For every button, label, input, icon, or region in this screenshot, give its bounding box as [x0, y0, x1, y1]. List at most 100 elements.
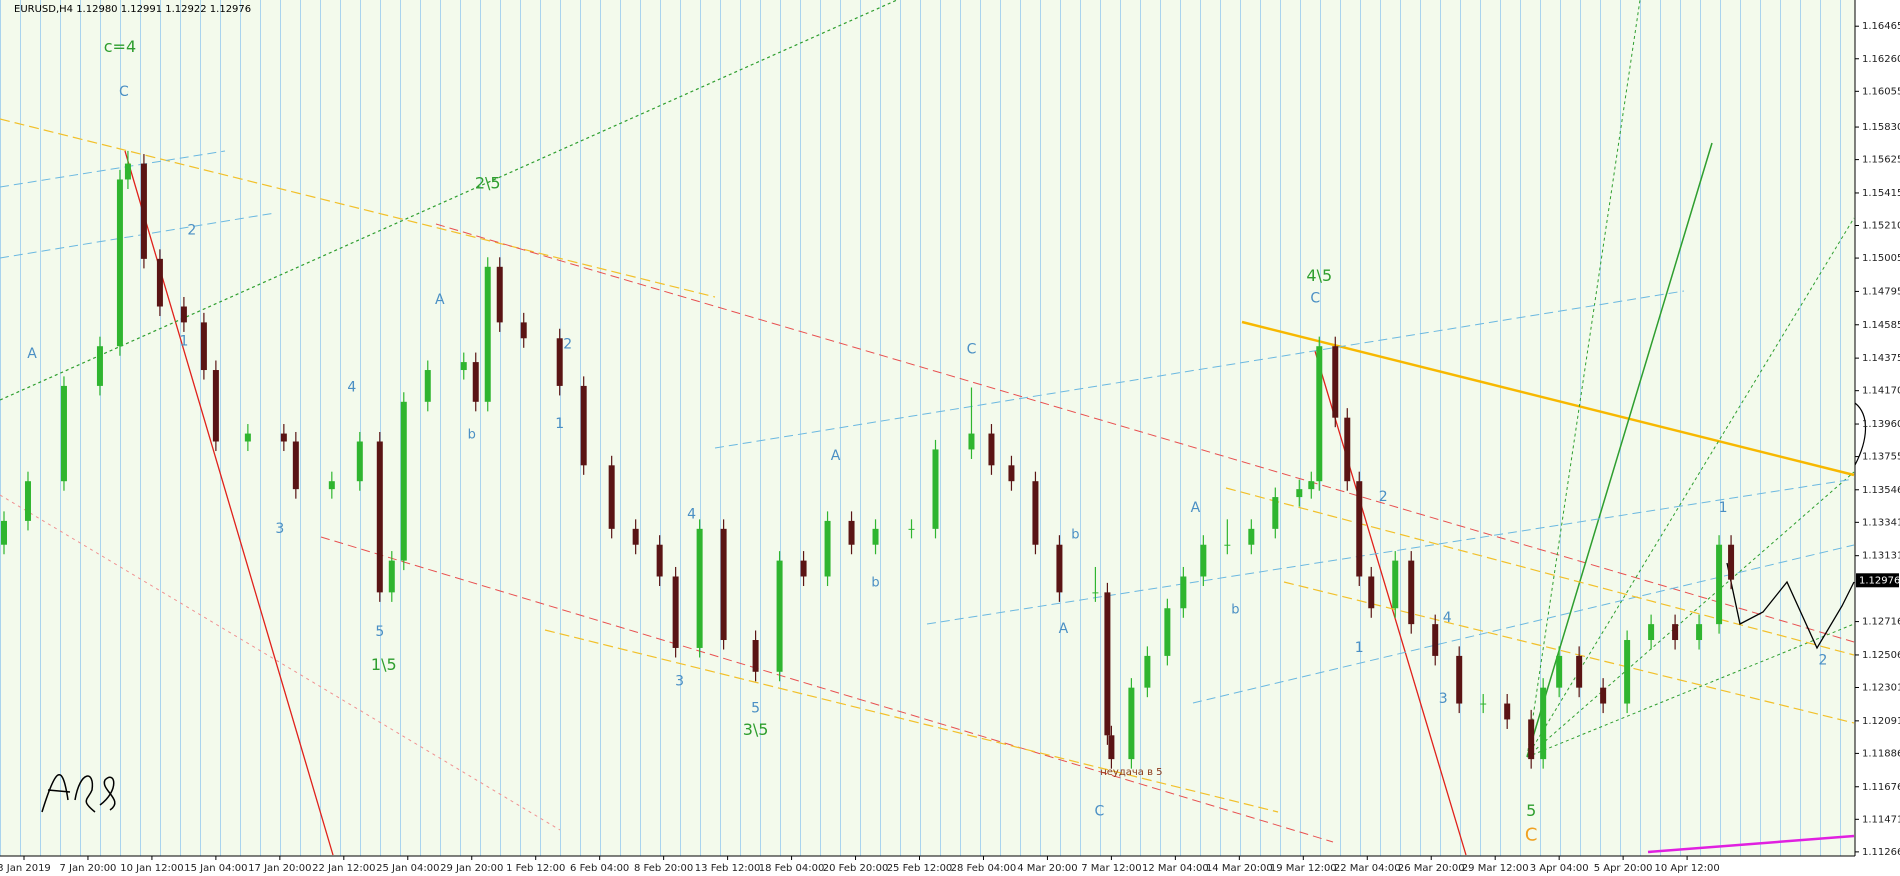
y-tick-label: 1.13755 [1862, 452, 1900, 463]
y-tick-label: 1.11886 [1862, 748, 1900, 759]
wave-label: 2 [187, 222, 196, 238]
candle-body [1696, 624, 1703, 641]
candle-body [932, 449, 939, 529]
x-tick-label: 15 Jan 04:00 [184, 863, 247, 874]
x-tick-label: 8 Feb 20:00 [634, 863, 693, 874]
x-tick-label: 7 Jan 20:00 [59, 863, 116, 874]
x-tick-label: 12 Mar 04:00 [1142, 863, 1209, 874]
x-tick-label: 22 Jan 12:00 [312, 863, 375, 874]
y-tick-label: 1.12301 [1862, 682, 1900, 693]
y-tick-label: 1.12506 [1862, 650, 1900, 661]
x-tick-label: 22 Mar 04:00 [1334, 863, 1401, 874]
candle-body [484, 266, 491, 402]
wave-label: 1 [1719, 500, 1728, 516]
wave-label: 3 [1439, 691, 1448, 707]
candle-body [848, 520, 855, 545]
candle-body [672, 576, 679, 648]
candle-body [632, 528, 639, 545]
wave-label: c=4 [104, 37, 136, 56]
x-tick-label: 29 Mar 12:00 [1462, 863, 1529, 874]
wave-label: b [1231, 602, 1239, 617]
candle-body [1296, 489, 1303, 498]
wave-label: 2 [1379, 489, 1388, 505]
candle-body [24, 481, 31, 521]
candle-body [388, 560, 395, 593]
wave-label: A [831, 448, 841, 464]
candle-body [200, 322, 207, 371]
x-tick-label: 5 Apr 20:00 [1594, 863, 1653, 874]
x-tick-label: 10 Jan 12:00 [120, 863, 183, 874]
x-tick-label: 14 Mar 20:00 [1206, 863, 1273, 874]
x-tick-label: 6 Feb 04:00 [570, 863, 629, 874]
candle-body [1180, 576, 1187, 609]
y-tick-label: 1.14585 [1862, 320, 1900, 331]
y-tick-label: 1.16260 [1862, 54, 1900, 65]
x-tick-label: 20 Feb 20:00 [823, 863, 889, 874]
wave-label: 2 [1819, 653, 1828, 669]
x-tick-label: 13 Feb 12:00 [695, 863, 761, 874]
wave-label: C [1095, 804, 1105, 820]
x-tick-label: 18 Feb 04:00 [759, 863, 825, 874]
wave-label: 1 [555, 416, 564, 432]
y-tick-label: 1.12091 [1862, 716, 1900, 727]
wave-label: A [435, 292, 445, 308]
candle-body [776, 560, 783, 672]
x-tick-label: 3 Jan 2019 [0, 863, 51, 874]
candle-body [1528, 719, 1535, 760]
candle-body [1332, 346, 1339, 418]
candle-body [1600, 687, 1607, 704]
wave-label: C [1310, 291, 1320, 307]
wave-label: 3 [675, 673, 684, 689]
wave-label: C [967, 341, 977, 357]
candle-body [520, 322, 527, 339]
x-tick-label: 25 Feb 12:00 [887, 863, 953, 874]
candle-body [116, 179, 123, 347]
candle-body [1728, 544, 1735, 580]
candle-body [180, 306, 187, 323]
candle-body [1672, 624, 1679, 641]
y-tick-label: 1.11471 [1862, 814, 1900, 825]
candle-body [580, 385, 587, 466]
candle-body [140, 163, 147, 259]
candle-body [280, 433, 287, 442]
candle-body [1224, 544, 1231, 546]
candle-body [1356, 481, 1363, 577]
candle-body [60, 385, 67, 482]
candle-body [156, 258, 163, 307]
candles [0, 150, 1735, 769]
candle-body [496, 266, 503, 323]
candle-body [1032, 481, 1039, 545]
wave-label: 1 [179, 333, 188, 349]
x-tick-label: 4 Mar 20:00 [1017, 863, 1077, 874]
y-tick-label: 1.14795 [1862, 286, 1900, 297]
candle-body [1392, 560, 1399, 609]
x-tick-label: 29 Jan 20:00 [440, 863, 503, 874]
candle-body [1576, 655, 1583, 688]
candle-body [400, 401, 407, 561]
y-tick-label: 1.13960 [1862, 419, 1900, 430]
candle-body [1432, 624, 1439, 656]
candle-body [1104, 592, 1111, 736]
candle-body [244, 433, 251, 442]
candle-body [1144, 655, 1151, 688]
x-tick-label: 25 Jan 04:00 [376, 863, 439, 874]
wave-label: 5 [375, 624, 384, 640]
y-tick-label: 1.15005 [1862, 253, 1900, 264]
chart-title: EURUSD,H4 1.12980 1.12991 1.12922 1.1297… [14, 4, 251, 15]
candle-body [872, 528, 879, 545]
candle-body [556, 338, 563, 386]
y-tick-label: 1.11266 [1862, 847, 1900, 858]
y-tick-label: 1.12716 [1862, 617, 1900, 628]
y-tick-label: 1.13131 [1862, 551, 1900, 562]
candle-body [968, 433, 975, 450]
candle-body [1480, 703, 1487, 705]
period-separators [0, 0, 1855, 856]
candle-body [1164, 608, 1171, 656]
wave-label: 5 [1526, 801, 1536, 820]
wave-label: A [27, 346, 37, 362]
wave-label: 4 [347, 380, 356, 396]
wave-label: неудача в 5 [1100, 767, 1162, 778]
wave-label: C [1525, 824, 1538, 845]
y-tick-label: 1.14375 [1862, 353, 1900, 364]
